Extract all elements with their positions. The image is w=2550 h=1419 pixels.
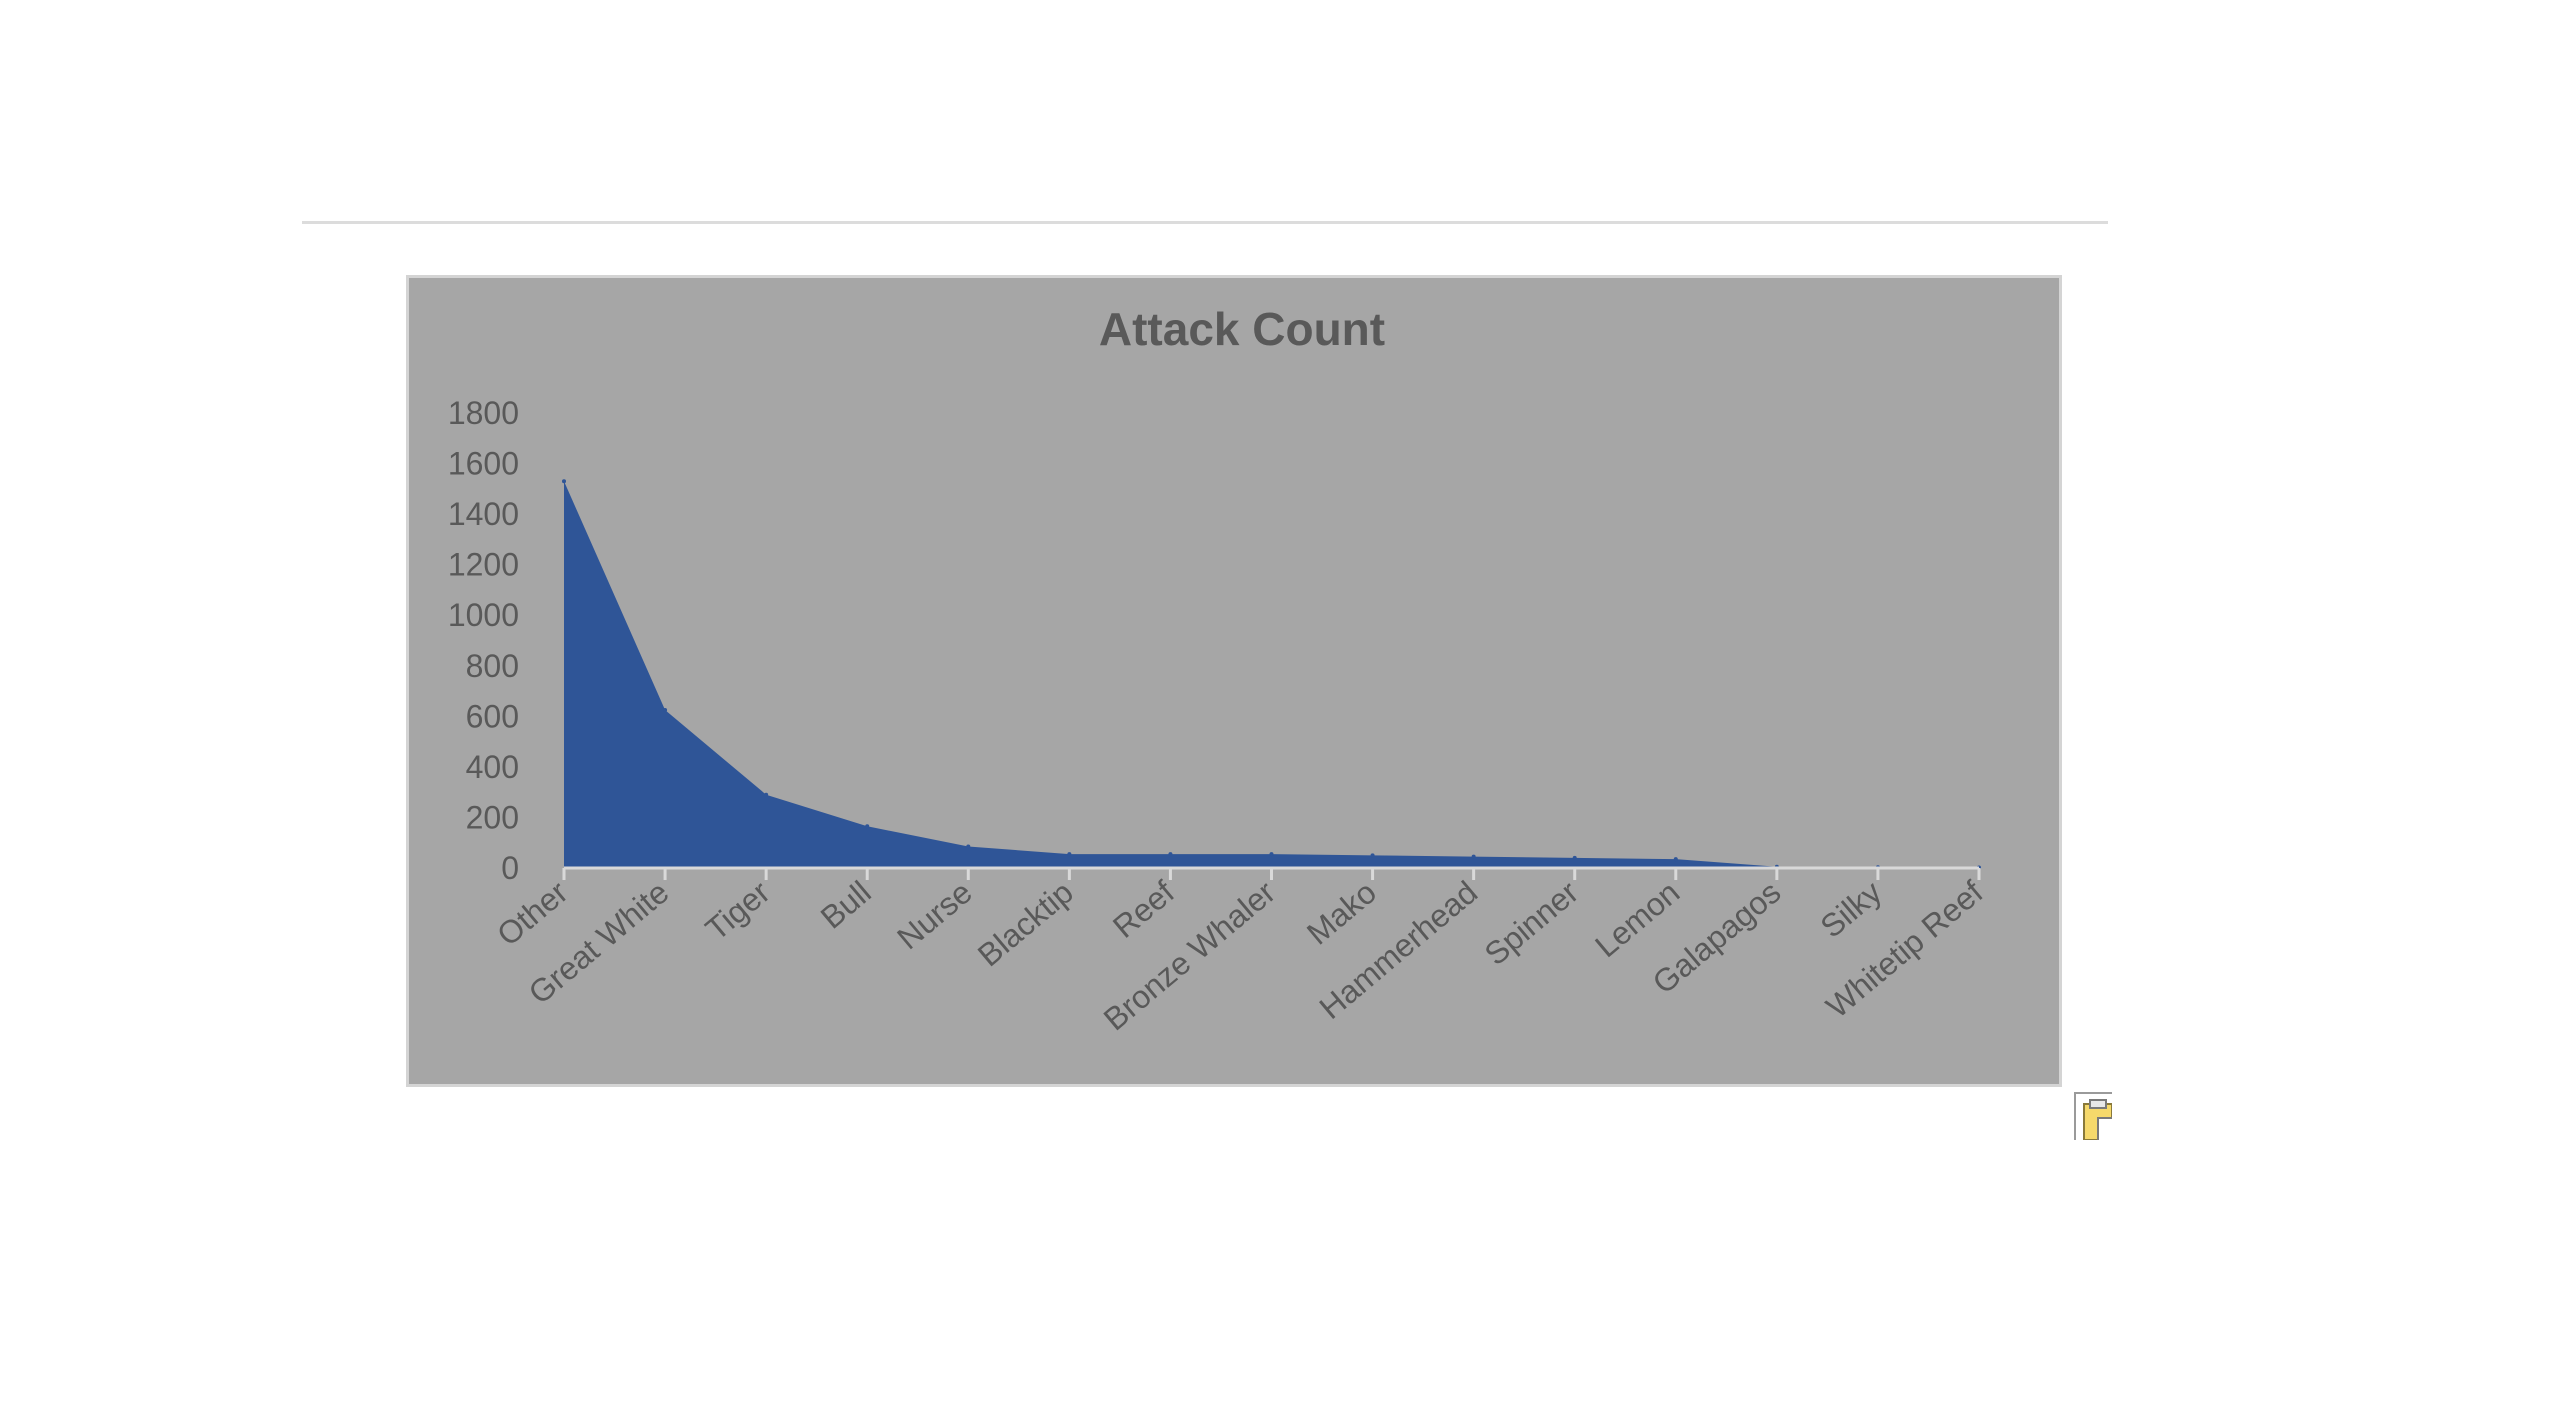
y-tick-label: 800 [466,648,519,684]
y-tick-label: 600 [466,698,519,734]
x-tick-label: Tiger [699,874,777,948]
x-tick-label: Reef [1106,874,1181,945]
y-tick-label: 1400 [448,496,519,532]
y-axis-tick-labels: 0 200 400 600 800 1000 1200 1400 1600 1800 [448,395,519,886]
y-tick-label: 1200 [448,547,519,583]
x-axis [562,866,1981,880]
y-tick-label: 400 [466,749,519,785]
data-point-nurse [966,844,971,849]
y-tick-label: 1800 [448,395,519,431]
data-point-reef [1168,852,1173,857]
x-tick-label: Mako [1300,874,1383,952]
data-point-mako [1370,853,1375,858]
y-tick-label: 1000 [448,597,519,633]
data-point-other [562,479,566,484]
paste-options-icon[interactable] [2074,1092,2112,1140]
area-series-fill [564,481,1979,868]
data-point-hammerhead [1471,854,1476,859]
data-point-tiger [764,792,769,797]
x-tick-label: Bronze Whaler [1097,874,1283,1038]
x-tick-label: Nurse [890,874,979,956]
data-point-lemon [1673,857,1678,862]
y-tick-label: 0 [501,850,519,886]
data-point-great-white [663,708,668,713]
data-point-bull [865,824,870,829]
x-tick-label: Blacktip [971,874,1080,974]
chart-title: Attack Count [1099,303,1385,355]
x-tick-label: Spinner [1478,874,1586,973]
x-tick-label: Bull [814,874,878,936]
data-point-blacktip [1067,852,1072,857]
data-point-spinner [1572,855,1577,860]
x-tick-label: Silky [1814,874,1889,945]
chart-area[interactable]: Attack Count 0 200 400 600 800 1000 1200 1400 16… [406,275,2062,1087]
divider-line [302,221,2108,224]
chart-svg: Attack Count 0 200 400 600 800 1000 1200 1400 16… [448,303,1990,1038]
y-tick-label: 200 [466,799,519,835]
data-point-bronze-whaler [1269,852,1274,857]
area-series [562,479,1981,870]
y-tick-label: 1600 [448,446,519,482]
